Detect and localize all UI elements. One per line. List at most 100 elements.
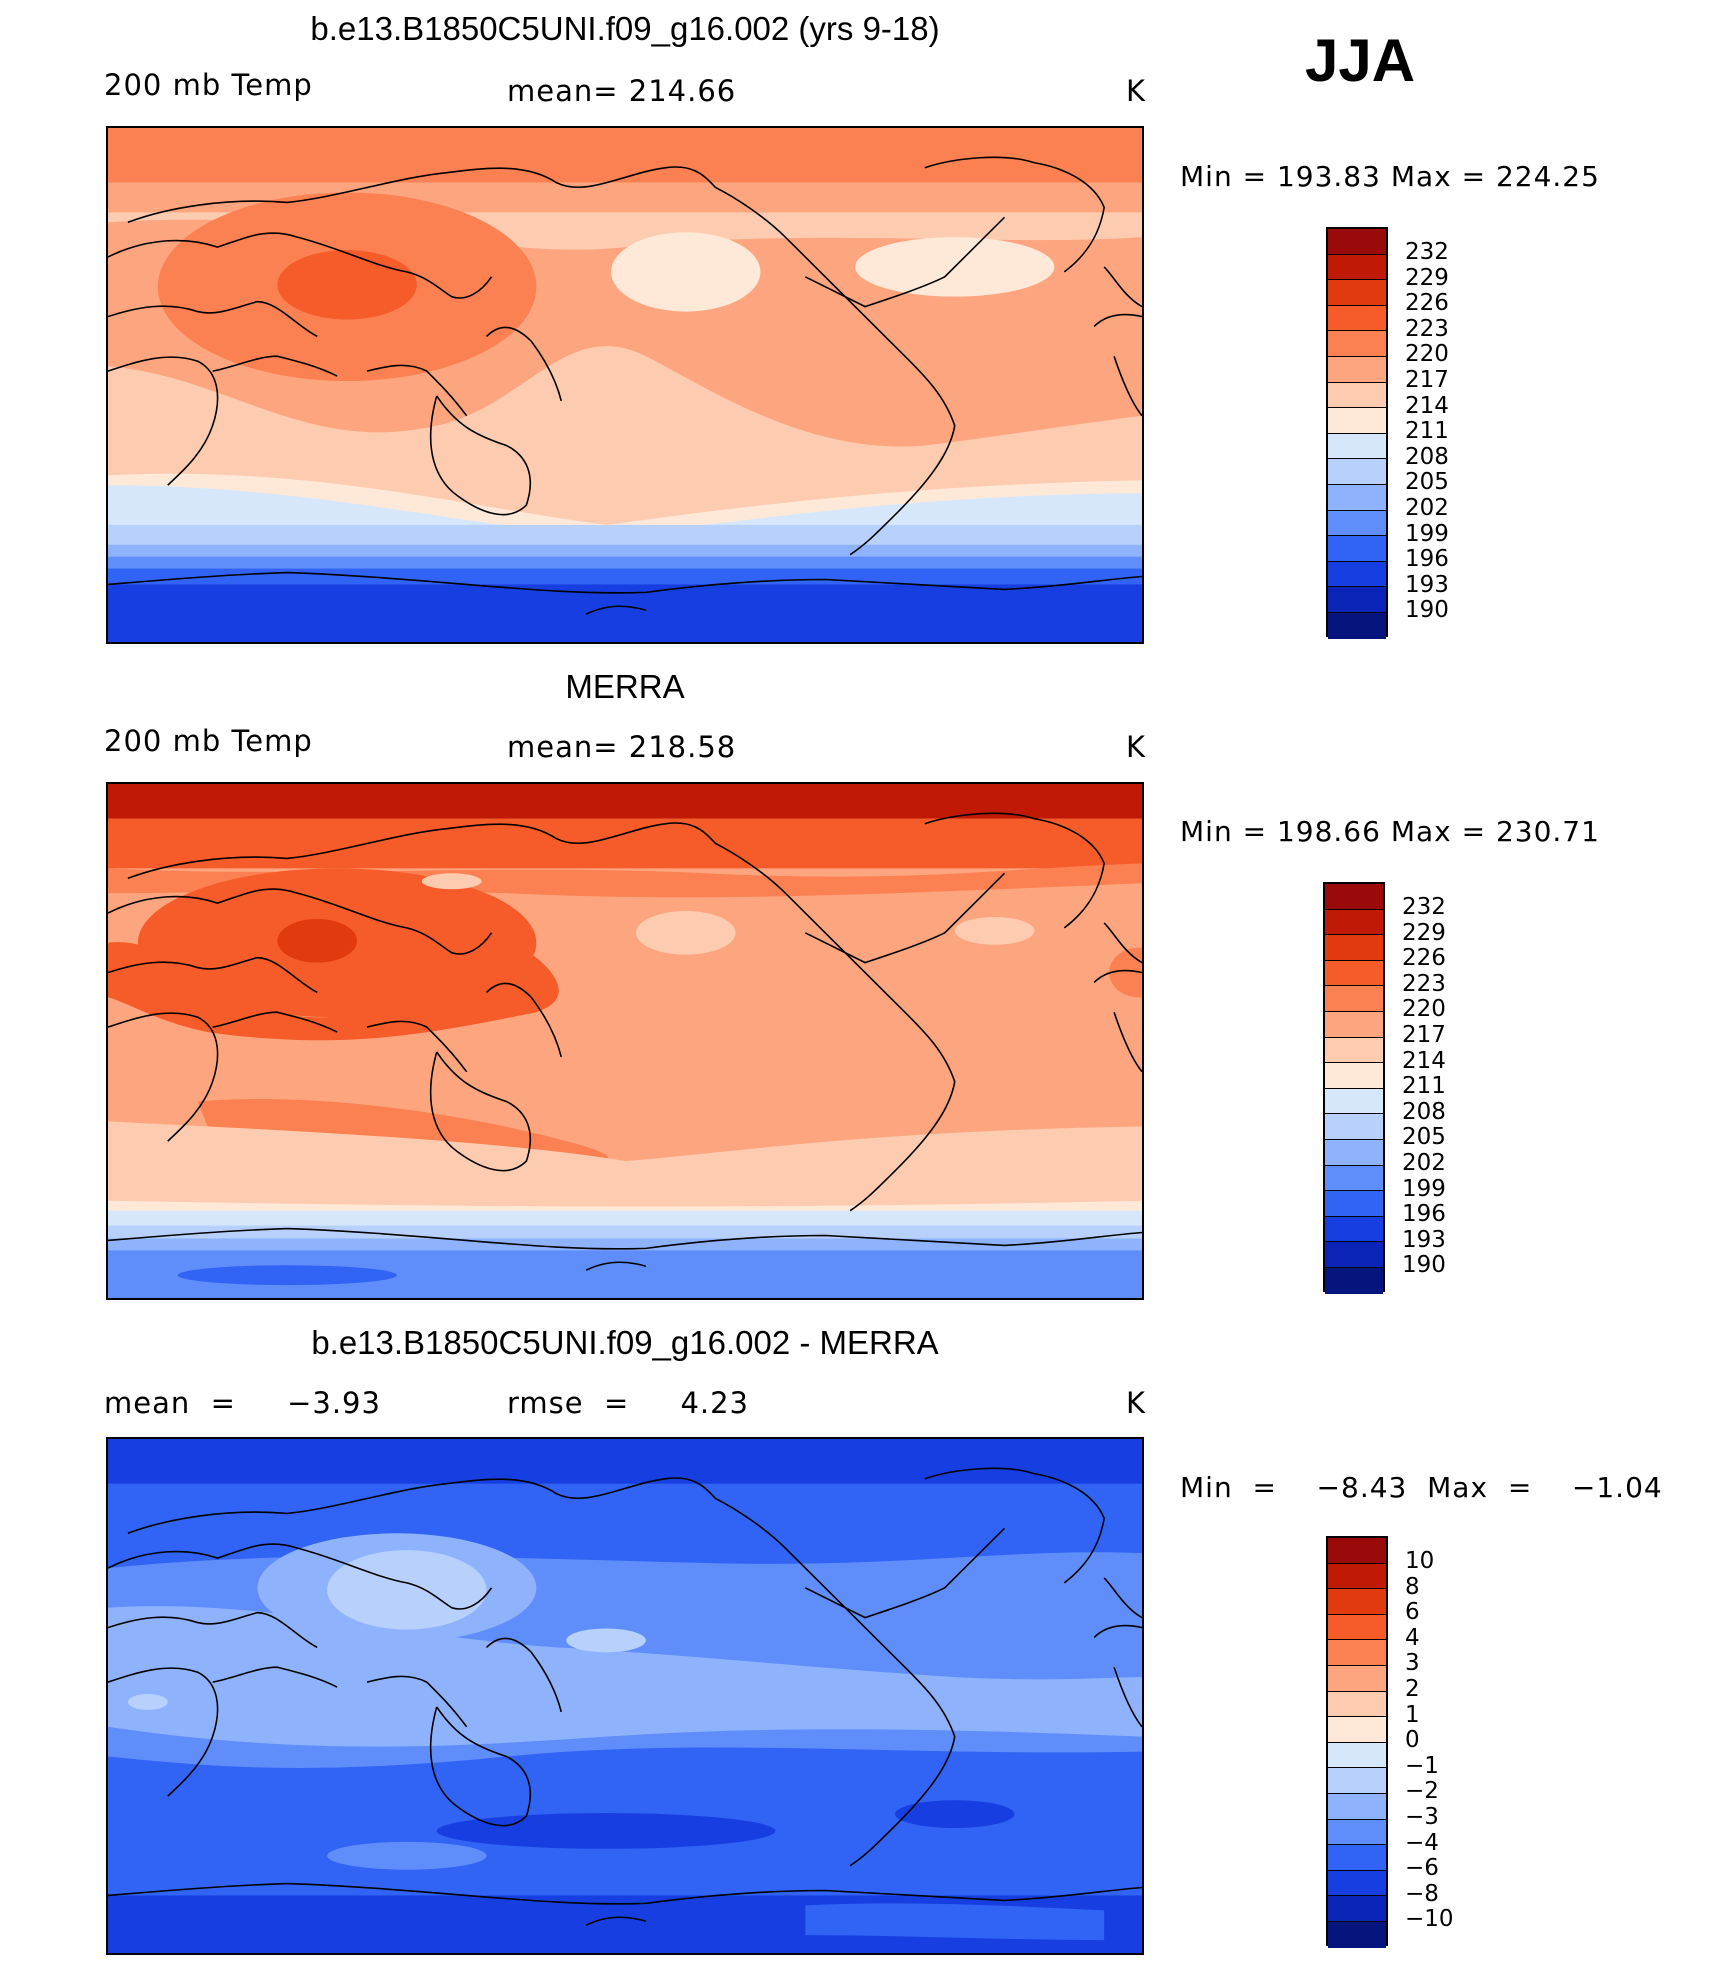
colorbar-swatch xyxy=(1328,356,1386,383)
colorbar-swatch xyxy=(1328,1691,1386,1718)
colorbar-tick-label: −8 xyxy=(1405,1880,1439,1907)
panel-2-minmax: Min = 198.66 Max = 230.71 xyxy=(1180,815,1600,848)
colorbar-swatch xyxy=(1328,459,1386,485)
colorbar-swatch xyxy=(1325,1267,1383,1294)
colorbar-tick-label: 220 xyxy=(1405,341,1449,368)
colorbar-swatch xyxy=(1325,1011,1383,1038)
colorbar-swatch xyxy=(1325,884,1383,910)
colorbar-tick-label: 199 xyxy=(1402,1175,1446,1202)
colorbar-swatch xyxy=(1328,1589,1386,1615)
colorbar-tick-label: 205 xyxy=(1405,469,1449,496)
colorbar-swatch xyxy=(1328,1921,1386,1948)
colorbar-tick-label: −4 xyxy=(1405,1829,1439,1856)
colorbar-swatch xyxy=(1325,935,1383,961)
panel-3-map xyxy=(106,1437,1144,1955)
colorbar-tick-label: 223 xyxy=(1405,315,1449,342)
colorbar-swatch xyxy=(1325,909,1383,936)
colorbar-swatch xyxy=(1325,1063,1383,1089)
panel-3-contour-map xyxy=(108,1439,1142,1953)
colorbar-tick-label: 199 xyxy=(1405,520,1449,547)
colorbar-tick-label: 226 xyxy=(1402,945,1446,972)
panel-2-units: K xyxy=(1126,730,1147,764)
colorbar-swatch xyxy=(1328,612,1386,639)
panel-1-map xyxy=(106,126,1144,644)
colorbar-tick-label: 220 xyxy=(1402,996,1446,1023)
panel-1-colorbar-labels: 232 229 226 223 220 217 214 211 208 205 … xyxy=(1405,239,1449,624)
colorbar-tick-label: 232 xyxy=(1402,894,1446,920)
colorbar-tick-label: 214 xyxy=(1402,1047,1446,1074)
colorbar-tick-label: 211 xyxy=(1402,1073,1446,1100)
colorbar-swatch xyxy=(1328,536,1386,562)
colorbar-swatch xyxy=(1328,1870,1386,1897)
colorbar-swatch xyxy=(1328,1538,1386,1564)
panel-2-map xyxy=(106,782,1144,1300)
colorbar-tick-label: 223 xyxy=(1402,970,1446,997)
colorbar-swatch xyxy=(1325,1139,1383,1166)
colorbar-swatch xyxy=(1328,433,1386,460)
panel-1-minmax: Min = 193.83 Max = 224.25 xyxy=(1180,160,1600,193)
colorbar-tick-label: 229 xyxy=(1402,919,1446,946)
colorbar-swatch xyxy=(1325,1037,1383,1064)
panel-3-colorbar xyxy=(1326,1536,1388,1948)
colorbar-swatch xyxy=(1328,1742,1386,1769)
colorbar-tick-label: 193 xyxy=(1402,1226,1446,1253)
colorbar-tick-label: −10 xyxy=(1405,1906,1454,1933)
panel-1-units: K xyxy=(1126,74,1147,108)
colorbar-swatch xyxy=(1325,1088,1383,1115)
colorbar-swatch xyxy=(1328,1768,1386,1794)
colorbar-tick-label: 208 xyxy=(1402,1098,1446,1125)
colorbar-tick-label: −2 xyxy=(1405,1778,1439,1805)
colorbar-swatch xyxy=(1325,1191,1383,1217)
panel-3-mean: mean = −3.93 xyxy=(104,1386,381,1420)
colorbar-tick-label: 208 xyxy=(1405,443,1449,470)
colorbar-swatch xyxy=(1328,1845,1386,1871)
colorbar-swatch xyxy=(1328,331,1386,357)
panel-1-colorbar xyxy=(1326,227,1388,639)
colorbar-tick-label: 4 xyxy=(1405,1624,1420,1651)
panel-2-colorbar xyxy=(1323,882,1385,1294)
colorbar-tick-label: 190 xyxy=(1402,1252,1446,1279)
colorbar-tick-label: 196 xyxy=(1405,546,1449,573)
colorbar-swatch xyxy=(1328,254,1386,281)
colorbar-swatch xyxy=(1328,1614,1386,1641)
colorbar-tick-label: 0 xyxy=(1405,1727,1420,1754)
colorbar-swatch xyxy=(1328,484,1386,511)
panel-3-units: K xyxy=(1126,1386,1147,1420)
panel-3-rmse: rmse = 4.23 xyxy=(507,1386,750,1420)
colorbar-tick-label: 205 xyxy=(1402,1124,1446,1151)
colorbar-tick-label: 217 xyxy=(1405,366,1449,393)
panel-2-mean: mean= 218.58 xyxy=(507,730,737,764)
panel-1-mean: mean= 214.66 xyxy=(507,74,737,108)
colorbar-swatch xyxy=(1325,1216,1383,1243)
colorbar-swatch xyxy=(1328,1793,1386,1820)
colorbar-tick-label: 214 xyxy=(1405,392,1449,419)
colorbar-swatch xyxy=(1325,960,1383,987)
colorbar-tick-label: 6 xyxy=(1405,1599,1420,1626)
colorbar-swatch xyxy=(1328,510,1386,537)
colorbar-tick-label: 202 xyxy=(1405,494,1449,521)
colorbar-swatch xyxy=(1328,1896,1386,1922)
colorbar-swatch xyxy=(1325,986,1383,1012)
colorbar-tick-label: 190 xyxy=(1405,597,1449,624)
colorbar-swatch xyxy=(1325,1114,1383,1140)
colorbar-tick-label: 193 xyxy=(1405,571,1449,598)
panel-1-contour-map xyxy=(108,128,1142,642)
panel-3-minmax: Min = −8.43 Max = −1.04 xyxy=(1180,1471,1663,1504)
colorbar-tick-label: 10 xyxy=(1405,1548,1435,1574)
panel-1-title: b.e13.B1850C5UNI.f09_g16.002 (yrs 9-18) xyxy=(310,10,940,47)
colorbar-swatch xyxy=(1328,1563,1386,1590)
colorbar-tick-label: −6 xyxy=(1405,1855,1439,1882)
panel-3-title: b.e13.B1850C5UNI.f09_g16.002 - MERRA xyxy=(311,1324,939,1361)
colorbar-tick-label: 3 xyxy=(1405,1650,1420,1677)
colorbar-tick-label: 8 xyxy=(1405,1573,1420,1600)
colorbar-swatch xyxy=(1328,229,1386,255)
colorbar-swatch xyxy=(1325,1165,1383,1192)
colorbar-tick-label: −3 xyxy=(1405,1803,1439,1830)
colorbar-tick-label: 1 xyxy=(1405,1701,1420,1728)
panel-2-contour-map xyxy=(108,784,1142,1298)
colorbar-tick-label: 196 xyxy=(1402,1201,1446,1228)
colorbar-swatch xyxy=(1328,1819,1386,1846)
colorbar-swatch xyxy=(1328,561,1386,588)
colorbar-swatch xyxy=(1328,1640,1386,1666)
colorbar-tick-label: 217 xyxy=(1402,1021,1446,1048)
